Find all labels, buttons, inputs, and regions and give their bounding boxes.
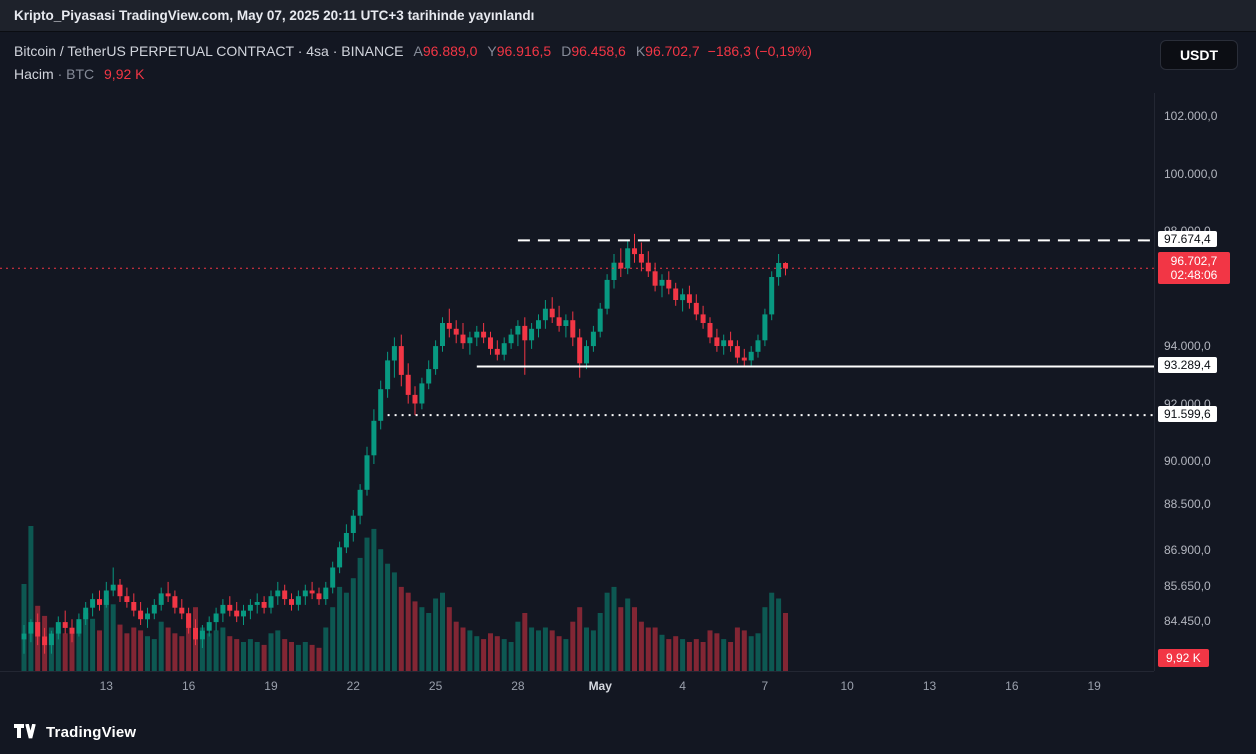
volume-label[interactable]: Hacim: [14, 66, 54, 82]
tradingview-brand-text: TradingView: [46, 723, 137, 741]
last-volume-label: 9,92 K: [1158, 649, 1209, 667]
publish-banner: Kripto_Piyasasi TradingView.com, May 07,…: [0, 0, 1256, 32]
open-label: A: [413, 43, 423, 59]
low-value: 96.458,6: [571, 43, 626, 59]
volume-value: 9,92 K: [104, 66, 145, 82]
price-tick: 88.500,0: [1164, 497, 1211, 512]
price-axis[interactable]: 102.000,0100.000,098.000,094.000,092.000…: [1154, 93, 1256, 671]
price-level-label: 97.674,4: [1158, 231, 1217, 248]
volume-legend-row: Hacim · BTC 9,92 K: [14, 66, 812, 82]
close-label: K: [635, 43, 646, 59]
price-level-label: 93.289,4: [1158, 357, 1217, 374]
close-value: 96.702,7: [645, 43, 700, 59]
volume-separator: ·: [57, 66, 63, 82]
price-tick: 100.000,0: [1164, 166, 1218, 181]
price-tick: 102.000,0: [1164, 109, 1218, 123]
time-tick: 19: [1087, 679, 1101, 693]
high-value: 96.916,5: [496, 43, 552, 59]
time-tick: 4: [679, 679, 686, 693]
last-price-value: 96.702,7: [1170, 254, 1218, 269]
currency-toggle-button[interactable]: USDT: [1160, 40, 1238, 70]
time-tick: 22: [346, 679, 360, 693]
low-label: D: [561, 43, 572, 59]
price-tick: 84.450,0: [1164, 613, 1211, 628]
time-tick: 16: [181, 679, 196, 693]
high-label: Y: [487, 43, 497, 59]
chart-widget: Bitcoin / TetherUS PERPETUAL CONTRACT · …: [0, 33, 1256, 754]
symbol-legend-row: Bitcoin / TetherUS PERPETUAL CONTRACT · …: [14, 43, 812, 59]
chart-plot[interactable]: [0, 93, 1154, 671]
time-tick: 25: [428, 679, 443, 693]
time-tick: 13: [922, 679, 937, 693]
time-tick: 10: [840, 679, 854, 693]
price-tick: 86.900,0: [1164, 543, 1211, 558]
time-tick: 13: [99, 679, 113, 693]
chart-legend: Bitcoin / TetherUS PERPETUAL CONTRACT · …: [14, 43, 812, 82]
symbol-title[interactable]: Bitcoin / TetherUS PERPETUAL CONTRACT · …: [14, 43, 404, 59]
time-tick: 19: [264, 679, 278, 693]
bar-countdown: 02:48:06: [1170, 268, 1218, 283]
price-tick: 94.000,0: [1164, 339, 1211, 354]
price-level-label: 91.599,6: [1158, 406, 1217, 423]
candlestick-canvas: [0, 233, 1154, 671]
change-value: −186,3 (−0,19%): [707, 43, 812, 59]
time-tick: May: [588, 679, 612, 693]
open-value: 96.889,0: [422, 43, 478, 59]
time-tick: 28: [511, 679, 525, 693]
tradingview-attribution[interactable]: TradingView: [14, 717, 136, 747]
time-tick: 7: [761, 679, 769, 693]
price-tick: 85.650,0: [1164, 579, 1211, 594]
time-axis[interactable]: 13 16 19 22 25 28 May 4 7 10 13 16 19: [0, 671, 1154, 704]
publish-banner-text: Kripto_Piyasasi TradingView.com, May 07,…: [14, 8, 535, 23]
price-tick: 90.000,0: [1164, 454, 1211, 469]
last-price-label: 96.702,7 02:48:06: [1158, 252, 1230, 285]
tradingview-logo: [14, 723, 36, 738]
volume-unit: BTC: [66, 66, 95, 82]
time-tick: 16: [1005, 679, 1019, 693]
